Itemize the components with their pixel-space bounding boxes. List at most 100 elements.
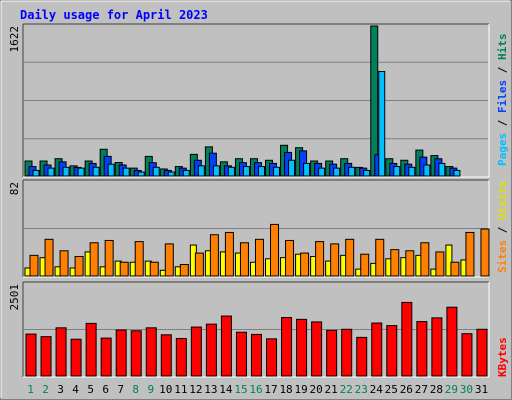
x-tick-label: 25 <box>385 383 398 396</box>
pages-bar <box>257 166 265 177</box>
x-tick-label: 17 <box>264 383 277 396</box>
kbytes-bar <box>476 328 488 377</box>
x-tick-label: 8 <box>132 383 139 396</box>
x-tick-label: 21 <box>325 383 338 396</box>
x-tick-label: 26 <box>400 383 413 396</box>
pages-bar <box>197 165 205 177</box>
sites-bar <box>134 241 144 277</box>
sites-bar <box>149 261 159 277</box>
kbytes-bar <box>85 322 97 377</box>
x-tick-label: 1 <box>27 383 34 396</box>
kbytes-bar <box>235 331 247 377</box>
x-tick-label: 6 <box>102 383 109 396</box>
sites-bar <box>300 252 310 277</box>
svg-text:Pages / Files / Hits: Pages / Files / Hits <box>496 34 509 167</box>
kbytes-bar <box>55 327 67 377</box>
legend-hits: Hits <box>496 34 509 61</box>
sites-bar <box>179 264 189 277</box>
x-axis-labels: 1 2 3 4 5 6 7 8 9 10 11 12 13 14 15 16 17 18 19 20 21 22 23 24 2… <box>27 383 488 396</box>
kbytes-bar <box>25 333 37 377</box>
sites-bar <box>345 238 355 277</box>
panels <box>22 23 490 378</box>
sites-bar <box>420 242 430 277</box>
kbytes-bar <box>431 317 443 377</box>
sites-bar <box>375 238 385 277</box>
kbytes-bar <box>190 326 202 377</box>
sites-bar <box>330 243 340 277</box>
x-tick-label: 28 <box>430 383 443 396</box>
x-tick-label: 9 <box>147 383 154 396</box>
sites-bar <box>44 238 54 277</box>
legend-panel3: KBytes <box>496 337 509 377</box>
kbytes-bar <box>281 317 293 377</box>
pages-bar <box>378 70 386 177</box>
pages-bar <box>348 166 356 177</box>
pages-bar <box>77 167 85 177</box>
x-tick-label: 16 <box>249 383 262 396</box>
x-tick-label: 20 <box>310 383 323 396</box>
pages-bar <box>107 163 115 177</box>
x-tick-label: 13 <box>204 383 217 396</box>
kbytes-bar <box>416 321 428 377</box>
kbytes-bar <box>250 333 262 377</box>
svg-text:Sites / Visits: Sites / Visits <box>496 180 509 273</box>
kbytes-bar <box>311 321 323 377</box>
pages-bar <box>318 167 326 177</box>
sites-bar <box>285 239 295 277</box>
legend-visits: Visits <box>496 180 509 220</box>
sites-bar <box>239 242 249 277</box>
sites-bar <box>119 261 129 277</box>
sites-bar <box>450 261 460 277</box>
x-tick-label: 22 <box>340 383 353 396</box>
legend-sep-3: / <box>496 220 509 240</box>
kbytes-bar <box>115 329 127 377</box>
kbytes-bar <box>130 330 142 377</box>
sites-bar <box>104 239 114 277</box>
sites-bar <box>74 256 84 277</box>
pages-bar <box>438 162 446 177</box>
chart-title: Daily usage for April 2023 <box>20 8 208 22</box>
pages-bar <box>333 167 341 177</box>
pages-bar <box>47 167 55 177</box>
svg-text:KBytes: KBytes <box>496 337 509 377</box>
kbytes-bar <box>341 328 353 377</box>
y-max-label-visits: 82 <box>8 182 21 195</box>
sites-bar <box>164 243 174 277</box>
pages-bar <box>303 162 311 177</box>
pages-bar <box>32 169 40 177</box>
x-tick-label: 2 <box>42 383 49 396</box>
sites-bar <box>29 254 39 277</box>
pages-bar <box>453 169 461 177</box>
kbytes-bar <box>371 322 383 377</box>
sites-bar <box>465 231 475 277</box>
legend-panel1: Pages / Files / Hits <box>496 34 509 167</box>
x-tick-label: 29 <box>445 383 458 396</box>
pages-bar <box>92 166 100 177</box>
y-max-label-hits: 1622 <box>8 26 21 53</box>
pages-bar <box>363 169 371 177</box>
sites-bar <box>209 234 219 277</box>
pages-bar <box>62 166 70 177</box>
kbytes-bar <box>296 318 308 377</box>
kbytes-bar <box>40 336 52 377</box>
x-tick-label: 5 <box>87 383 94 396</box>
sites-bar <box>59 250 69 277</box>
sites-bar <box>360 253 370 277</box>
x-tick-label: 4 <box>72 383 79 396</box>
x-tick-label: 10 <box>159 383 172 396</box>
x-tick-label: 7 <box>117 383 124 396</box>
kbytes-bar <box>461 333 473 377</box>
pages-bar <box>152 166 160 177</box>
pages-bar <box>122 167 130 177</box>
sites-bar <box>270 223 280 277</box>
legend-sep-1: / <box>496 113 509 133</box>
kbytes-bar <box>401 301 413 377</box>
x-tick-label: 18 <box>279 383 292 396</box>
pages-bar <box>423 164 431 177</box>
legend-sites: Sites <box>496 240 509 273</box>
x-tick-label: 31 <box>475 383 488 396</box>
pages-bar <box>273 166 281 177</box>
pages-bar <box>242 166 250 177</box>
x-tick-label: 24 <box>370 383 384 396</box>
x-tick-label: 27 <box>415 383 428 396</box>
